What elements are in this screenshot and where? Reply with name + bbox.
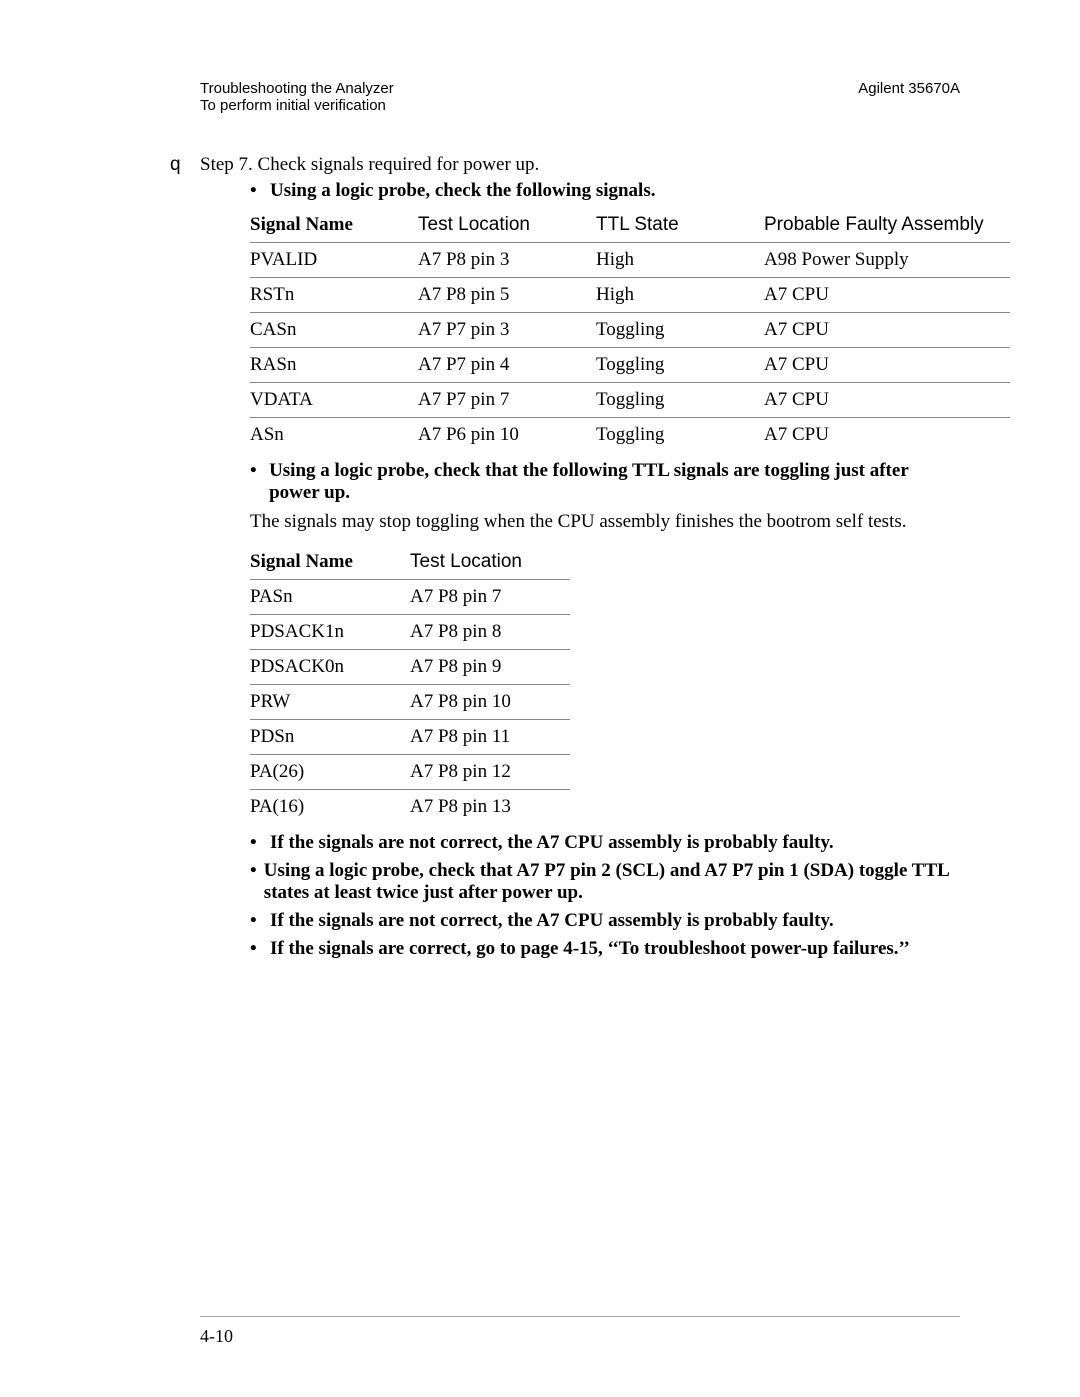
th-test-location: Test Location [418,208,596,243]
bullet-dot-icon: • [250,460,269,504]
cell: PDSACK0n [250,649,410,684]
cell: A98 Power Supply [764,243,1010,278]
cell: A7 P8 pin 3 [418,243,596,278]
bullet-dot-icon: • [250,910,270,932]
th-signal-name: Signal Name [250,208,418,243]
bullet-after-0-text: If the signals are not correct, the A7 C… [270,832,834,854]
bullet-dot-icon: • [250,938,270,960]
cell: Toggling [596,348,764,383]
cell: A7 CPU [764,278,1010,313]
table-row: ASnA7 P6 pin 10TogglingA7 CPU [250,418,1010,453]
bullet-after-1: • Using a logic probe, check that A7 P7 … [250,860,960,904]
th-faulty-assembly: Probable Faulty Assembly [764,208,1010,243]
cell: A7 CPU [764,313,1010,348]
header-left-line1: Troubleshooting the Analyzer [200,80,394,97]
bullet-1-text: Using a logic probe, check the following… [270,180,655,202]
cell: PASn [250,579,410,614]
table-header-row: Signal Name Test Location [250,545,570,580]
cell: PVALID [250,243,418,278]
table-row: PASnA7 P8 pin 7 [250,579,570,614]
page-number: 4-10 [200,1326,233,1347]
th-test-location-2: Test Location [410,545,570,580]
table-row: PVALIDA7 P8 pin 3HighA98 Power Supply [250,243,1010,278]
signals-table-2: Signal Name Test Location PASnA7 P8 pin … [250,545,570,824]
cell: A7 P8 pin 11 [410,719,570,754]
cell: A7 P7 pin 7 [418,383,596,418]
table-row: PA(26)A7 P8 pin 12 [250,754,570,789]
header-right: Agilent 35670A [858,80,960,114]
page-header: Troubleshooting the Analyzer To perform … [200,80,960,114]
cell: Toggling [596,313,764,348]
cell: A7 P7 pin 3 [418,313,596,348]
header-left-line2: To perform initial verification [200,97,394,114]
footer-rule [200,1316,960,1317]
table-header-row: Signal Name Test Location TTL State Prob… [250,208,1010,243]
table-row: PDSACK0nA7 P8 pin 9 [250,649,570,684]
cell: A7 P8 pin 5 [418,278,596,313]
bullet-after-2-text: If the signals are not correct, the A7 C… [270,910,834,932]
bullet-2-text: Using a logic probe, check that the foll… [269,460,960,504]
signals-table-1: Signal Name Test Location TTL State Prob… [250,208,1010,452]
cell: A7 CPU [764,418,1010,453]
table-row: RASnA7 P7 pin 4TogglingA7 CPU [250,348,1010,383]
bullet-after-3-text: If the signals are correct, go to page 4… [270,938,910,960]
cell: A7 CPU [764,348,1010,383]
cell: A7 P8 pin 10 [410,684,570,719]
table-row: PA(16)A7 P8 pin 13 [250,789,570,824]
cell: A7 P8 pin 8 [410,614,570,649]
cell: A7 P8 pin 12 [410,754,570,789]
th-ttl-state: TTL State [596,208,764,243]
cell: Toggling [596,383,764,418]
table-row: VDATAA7 P7 pin 7TogglingA7 CPU [250,383,1010,418]
bullet-after-2: • If the signals are not correct, the A7… [250,910,960,932]
step-text: Step 7. Check signals required for power… [200,154,539,176]
cell: A7 P6 pin 10 [418,418,596,453]
bullet-dot-icon: • [250,832,270,854]
step-marker: q [170,154,200,176]
bullet-dot-icon: • [250,180,270,202]
bullet-2: • Using a logic probe, check that the fo… [250,460,960,504]
cell: RSTn [250,278,418,313]
cell: CASn [250,313,418,348]
header-left: Troubleshooting the Analyzer To perform … [200,80,394,114]
cell: VDATA [250,383,418,418]
bullet-after-3: • If the signals are correct, go to page… [250,938,960,960]
cell: High [596,278,764,313]
cell: A7 P8 pin 9 [410,649,570,684]
cell: PA(16) [250,789,410,824]
body-2-text: The signals may stop toggling when the C… [250,510,960,535]
cell: RASn [250,348,418,383]
bullet-dot-icon: • [250,860,264,904]
table-row: PDSACK1nA7 P8 pin 8 [250,614,570,649]
cell: PA(26) [250,754,410,789]
bullet-after-0: • If the signals are not correct, the A7… [250,832,960,854]
th-signal-name-2: Signal Name [250,545,410,580]
cell: A7 P7 pin 4 [418,348,596,383]
cell: High [596,243,764,278]
cell: A7 P8 pin 13 [410,789,570,824]
table-row: RSTnA7 P8 pin 5HighA7 CPU [250,278,1010,313]
cell: PDSn [250,719,410,754]
step-line: q Step 7. Check signals required for pow… [170,154,960,176]
cell: PDSACK1n [250,614,410,649]
bullet-after-1-text: Using a logic probe, check that A7 P7 pi… [264,860,960,904]
table-row: CASnA7 P7 pin 3TogglingA7 CPU [250,313,1010,348]
cell: ASn [250,418,418,453]
bullet-1: • Using a logic probe, check the followi… [250,180,960,202]
cell: A7 CPU [764,383,1010,418]
cell: PRW [250,684,410,719]
cell: A7 P8 pin 7 [410,579,570,614]
cell: Toggling [596,418,764,453]
table-row: PRWA7 P8 pin 10 [250,684,570,719]
table-row: PDSnA7 P8 pin 11 [250,719,570,754]
